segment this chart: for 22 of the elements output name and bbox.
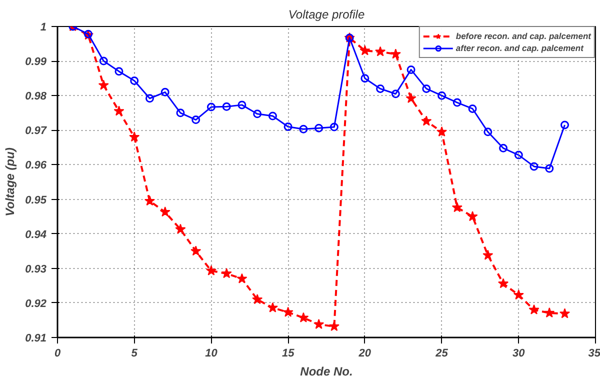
y-tick-label: 0.91 [25,332,47,344]
legend-label: after recon. and cap. palcement [456,42,584,54]
y-tick-label: 1 [40,22,47,34]
legend-label: before recon. and cap. palcement [456,30,591,42]
chart-title: Voltage profile [288,8,365,22]
x-tick-label: 15 [282,348,296,360]
y-tick-label: 0.98 [25,90,48,103]
x-tick-label: 10 [205,348,218,360]
x-tick-label: 30 [512,348,526,360]
y-tick-label: 0.96 [25,160,48,172]
x-axis-title: Node No. [300,364,353,378]
x-tick-label: 0 [54,348,62,360]
y-tick-label: 0.97 [25,125,48,138]
y-tick-label: 0.95 [25,194,48,206]
x-tick-label: 25 [434,348,449,360]
x-tick-label: 5 [131,348,138,360]
y-axis-title: Voltage (pu) [3,148,18,216]
y-tick-label: 0.99 [25,56,48,68]
y-tick-label: 0.92 [25,298,47,310]
y-tick-label: 0.93 [25,263,47,276]
y-tick-label: 0.94 [25,228,47,241]
x-tick-label: 20 [358,348,372,360]
